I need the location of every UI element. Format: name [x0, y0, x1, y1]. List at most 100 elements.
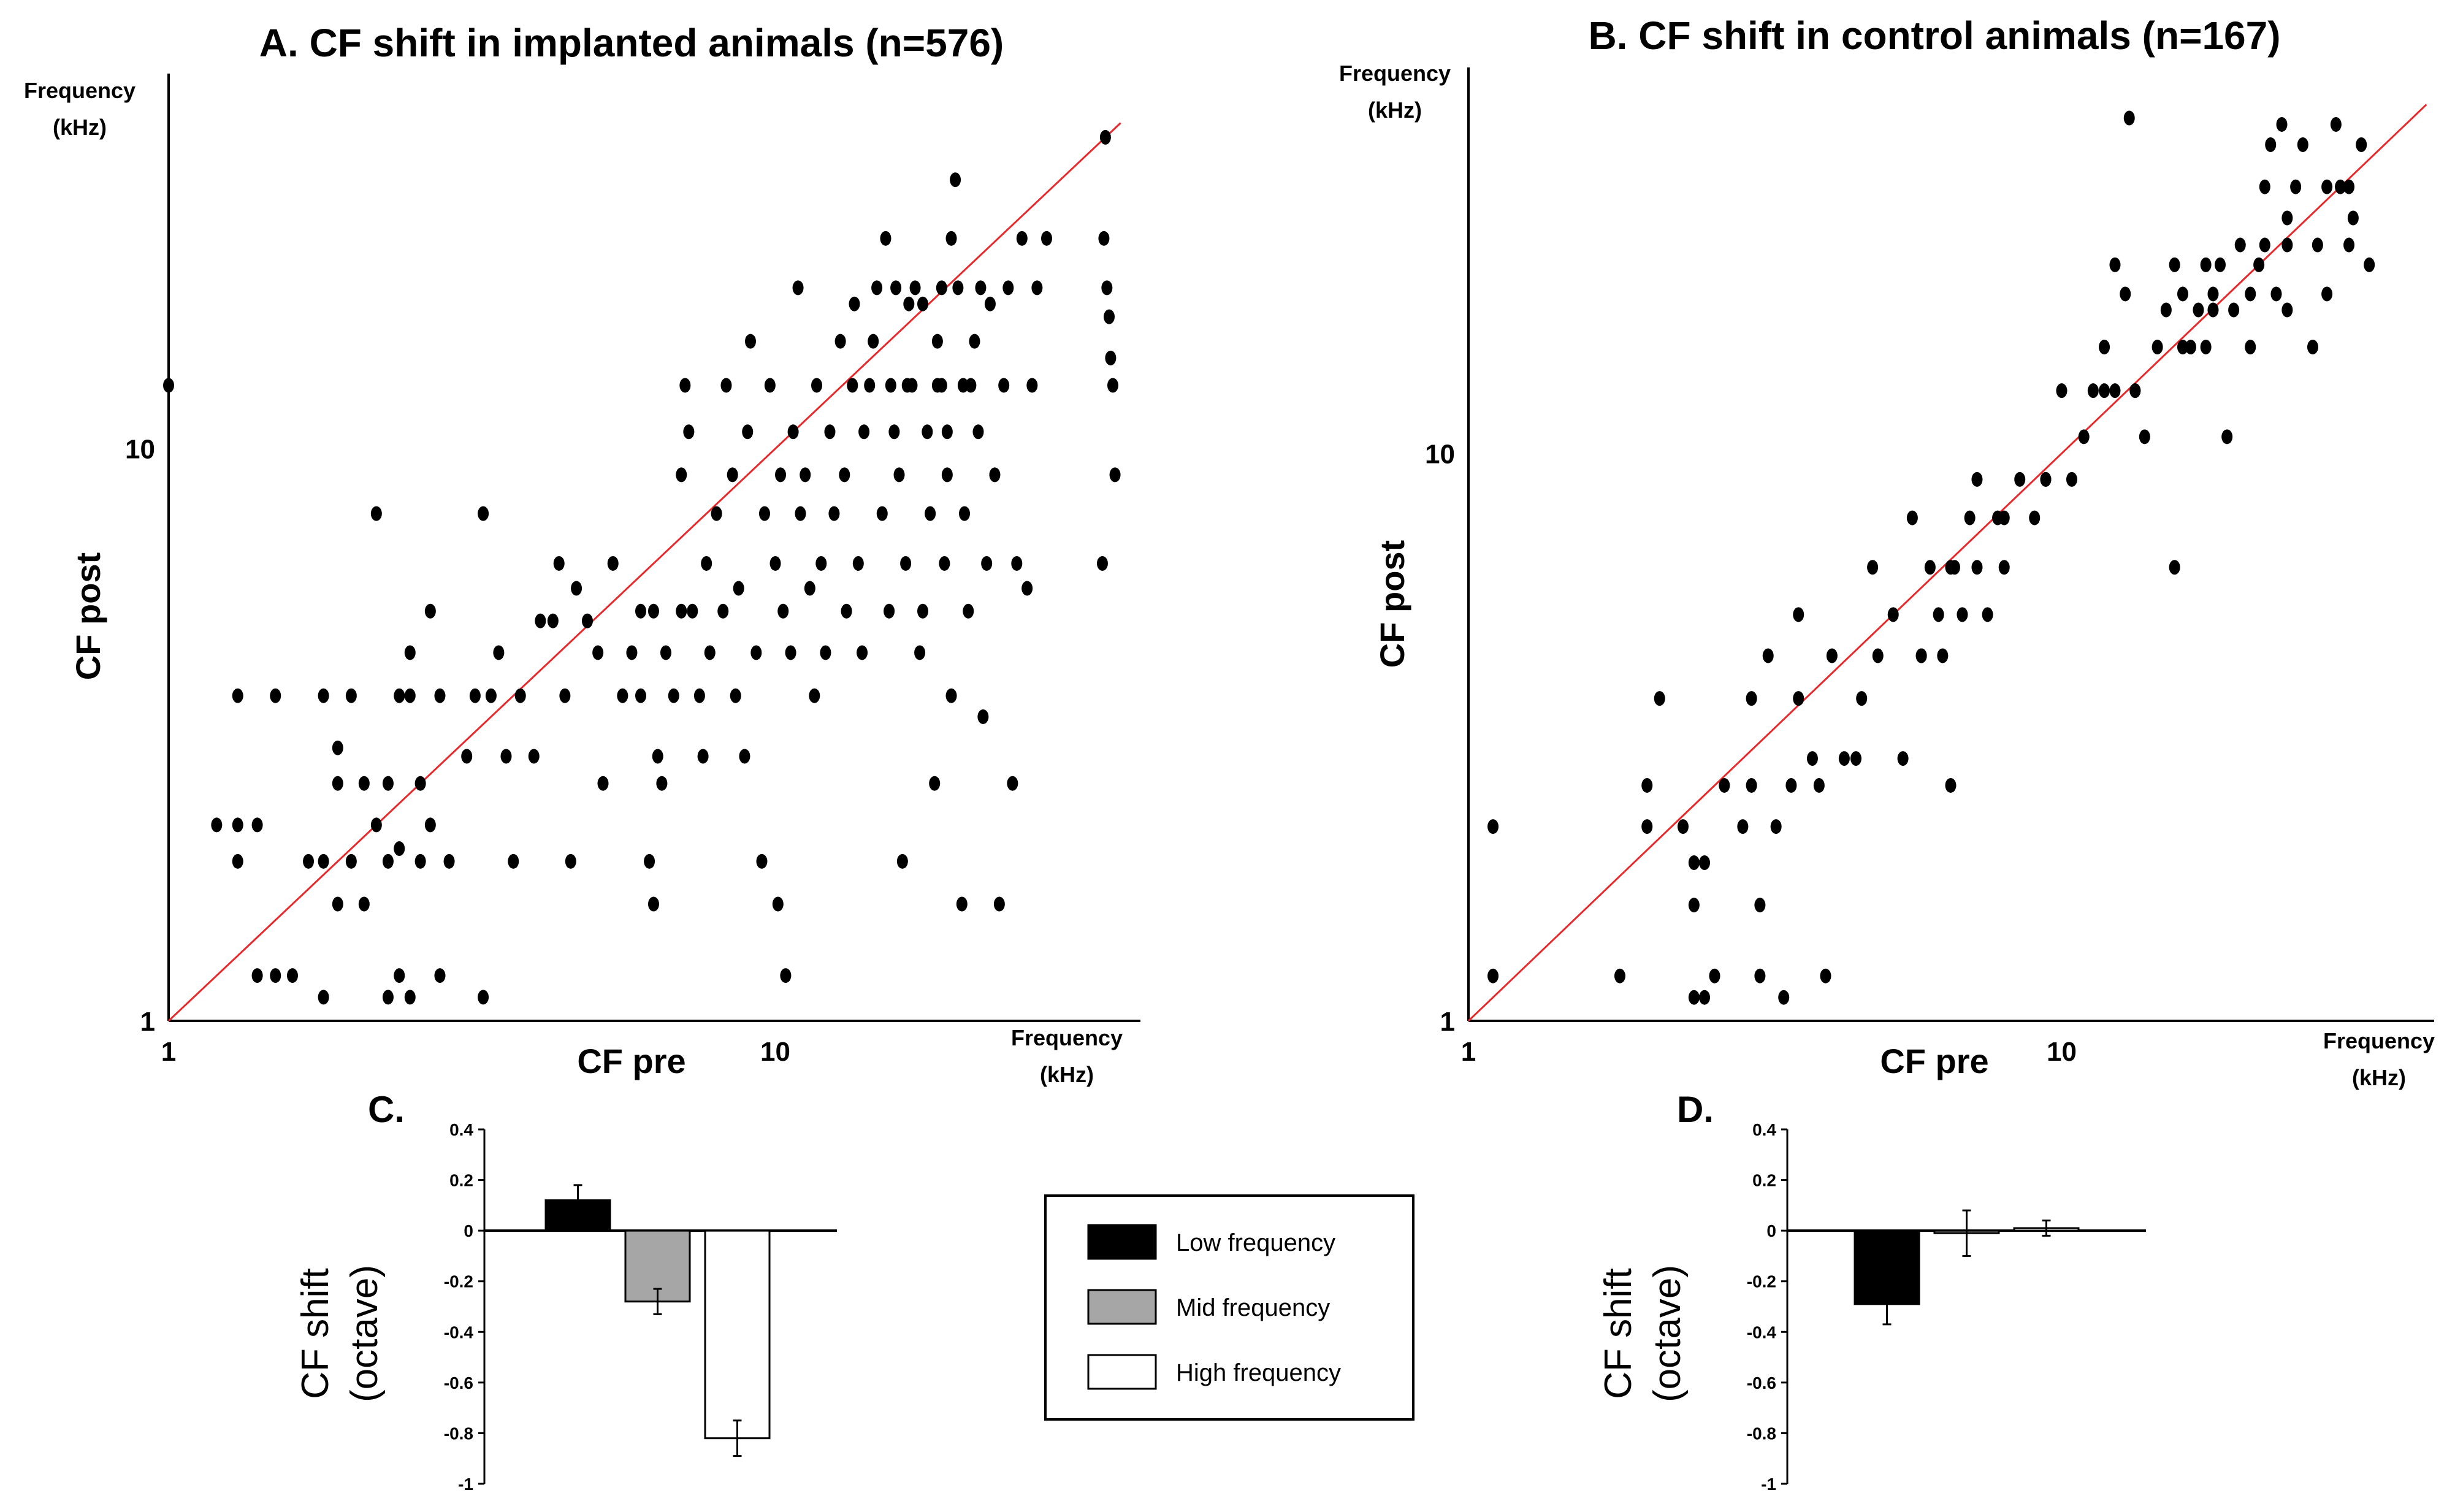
scatter-point	[704, 645, 716, 660]
scatter-point	[404, 645, 416, 660]
scatter-point	[909, 280, 921, 296]
scatter-point	[2123, 110, 2135, 126]
scatter-point	[1937, 648, 1949, 663]
scatter-point	[1105, 350, 1117, 365]
scatter-point	[871, 280, 883, 296]
scatter-point	[885, 378, 896, 393]
scatter-point	[936, 280, 947, 296]
scatter-point	[1971, 560, 1983, 575]
scatter-point	[394, 688, 405, 703]
scatter-point	[2281, 210, 2293, 226]
legend-swatch-low	[1087, 1224, 1157, 1260]
scatter-point	[929, 776, 941, 791]
scatter-point	[2330, 116, 2342, 132]
scatter-point	[965, 378, 977, 393]
panel-b-y-unit-line1: Frequency	[1339, 61, 1451, 86]
panel-d-y-tick-label: -0.2	[1747, 1272, 1776, 1291]
scatter-point	[917, 296, 929, 311]
scatter-point	[251, 968, 263, 983]
scatter-point	[864, 378, 876, 393]
scatter-point	[1040, 231, 1052, 246]
scatter-point	[1021, 581, 1033, 596]
scatter-point	[2193, 302, 2204, 318]
scatter-point	[758, 506, 770, 521]
scatter-point	[1813, 777, 1825, 793]
scatter-point	[2177, 286, 2188, 302]
scatter-point	[972, 424, 984, 440]
scatter-point	[711, 506, 722, 521]
scatter-point	[2214, 257, 2226, 272]
panel-b: B. CF shift in control animals (n=167) F…	[1339, 13, 2435, 1090]
scatter-point	[1699, 855, 1711, 871]
scatter-point	[461, 749, 473, 764]
scatter-point	[780, 968, 792, 983]
scatter-point	[211, 817, 223, 833]
panel-a-x-unit-line2: (kHz)	[1040, 1062, 1094, 1087]
scatter-point	[2307, 339, 2318, 354]
scatter-point	[2297, 137, 2308, 153]
scatter-point	[1998, 510, 2010, 525]
scatter-point	[679, 378, 691, 393]
scatter-point	[701, 556, 712, 571]
scatter-point	[318, 990, 329, 1005]
scatter-point	[382, 853, 394, 869]
scatter-point	[1002, 280, 1014, 296]
scatter-point	[1945, 777, 1957, 793]
scatter-point	[901, 378, 913, 393]
scatter-point	[839, 467, 850, 483]
scatter-point	[2281, 302, 2293, 318]
scatter-point	[1770, 819, 1782, 834]
legend-label-low: Low frequency	[1176, 1229, 1335, 1256]
scatter-point	[1096, 556, 1108, 571]
scatter-point	[834, 334, 846, 349]
scatter-point	[1754, 898, 1766, 913]
scatter-point	[2245, 286, 2256, 302]
scatter-point	[717, 603, 729, 619]
scatter-point	[332, 896, 343, 912]
scatter-point	[1641, 777, 1653, 793]
panel-b-y-tick-1: 1	[1440, 1007, 1455, 1037]
scatter-point	[485, 688, 497, 703]
scatter-point	[756, 853, 768, 869]
scatter-point	[956, 896, 968, 912]
panel-b-y-unit-line2: (kHz)	[1368, 97, 1422, 123]
scatter-point	[1785, 777, 1797, 793]
scatter-point	[893, 467, 905, 483]
scatter-point	[434, 968, 446, 983]
panel-a-x-axis-label: CF pre	[577, 1042, 685, 1080]
scatter-point	[1856, 691, 1868, 706]
scatter-point	[993, 896, 1005, 912]
panel-b-points	[1487, 110, 2375, 1005]
scatter-point	[858, 424, 870, 440]
panel-a-x-unit-line1: Frequency	[1011, 1025, 1123, 1050]
panel-c-y-tick-label: -0.6	[444, 1373, 473, 1392]
scatter-point	[2185, 339, 2196, 354]
scatter-point	[1778, 990, 1790, 1005]
scatter-point	[1867, 560, 1879, 575]
legend-swatch-mid	[1087, 1289, 1157, 1325]
scatter-point	[2066, 472, 2077, 487]
scatter-point	[2259, 237, 2270, 253]
scatter-point	[857, 645, 868, 660]
scatter-point	[1850, 751, 1861, 766]
scatter-point	[232, 688, 243, 703]
panel-c-bar-high	[704, 1229, 771, 1440]
scatter-point	[635, 603, 646, 619]
scatter-point	[890, 280, 902, 296]
scatter-point	[251, 817, 263, 833]
scatter-point	[1897, 751, 1909, 766]
scatter-point	[1101, 280, 1113, 296]
scatter-point	[1654, 691, 1665, 706]
panel-a-y-axis-label: CF post	[69, 552, 107, 680]
scatter-point	[514, 688, 526, 703]
panel-b-title: B. CF shift in control animals (n=167)	[1588, 13, 2280, 58]
panel-b-x-axis-label: CF pre	[1880, 1042, 1988, 1080]
scatter-point	[635, 688, 646, 703]
panel-c: C. CF shift (octave) 0.4 0.2 0 -0.2 -0.4 -0.6…	[294, 1089, 837, 1494]
panel-d: D. CF shift (octave) 0.4 0.2 0 -0.2 -0.4 -0.6…	[1597, 1089, 2146, 1494]
scatter-point	[777, 603, 789, 619]
scatter-point	[952, 280, 964, 296]
scatter-point	[998, 378, 1010, 393]
scatter-point	[1924, 560, 1936, 575]
